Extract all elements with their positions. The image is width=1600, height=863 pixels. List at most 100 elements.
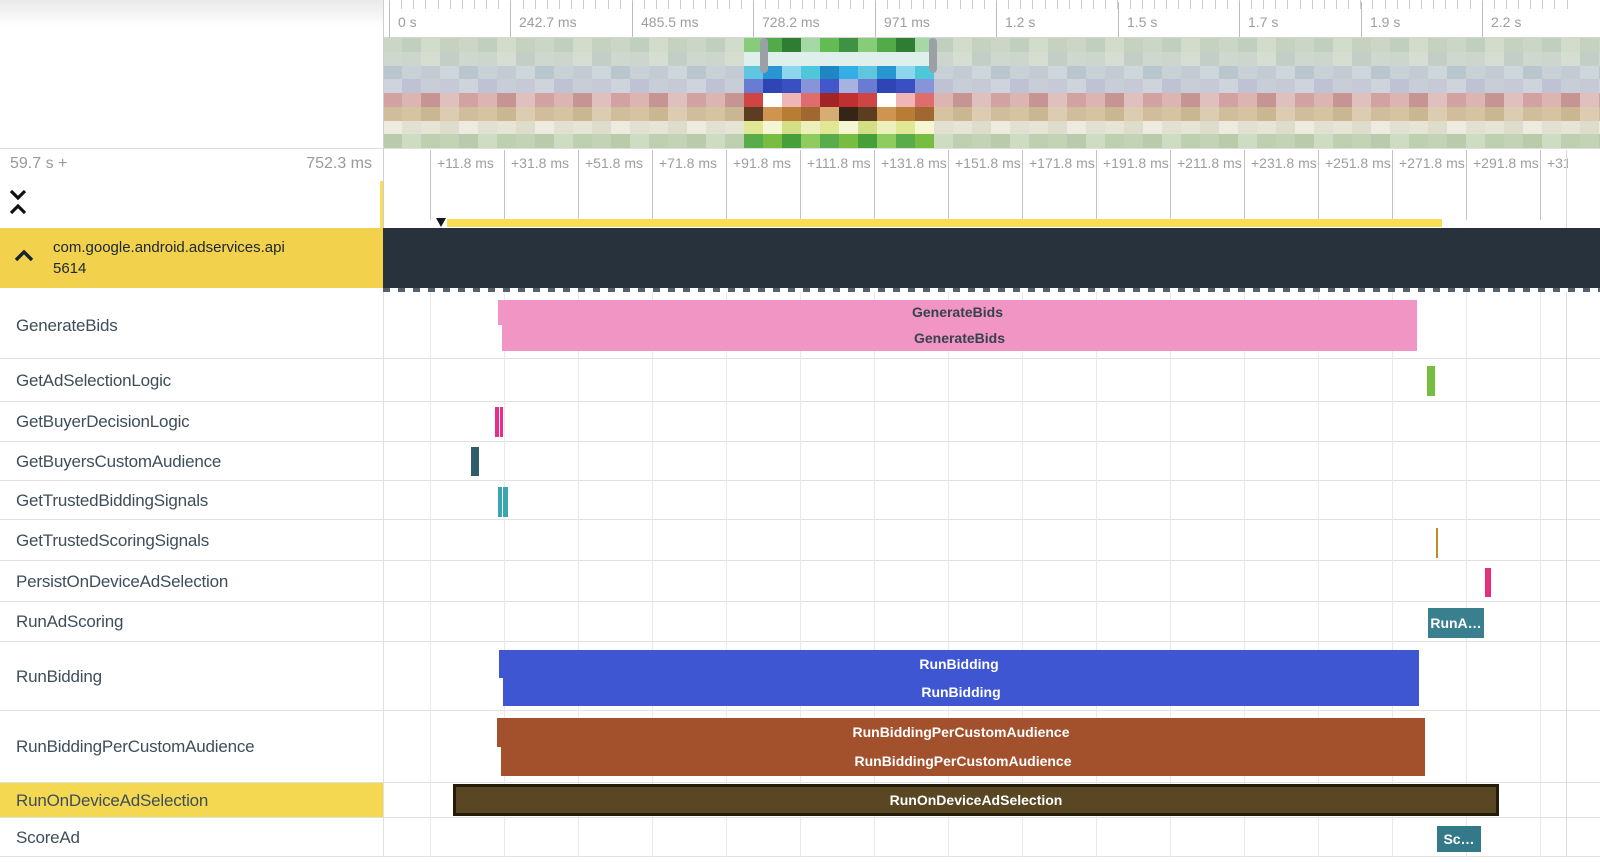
- minimap-cell: [1485, 93, 1504, 107]
- detail-ruler-label: +151.8 ms: [955, 155, 1021, 171]
- bar-scoread[interactable]: Sc…: [1437, 826, 1481, 852]
- minimap-cell: [915, 93, 934, 107]
- minimap-viewport-handle[interactable]: [929, 38, 937, 73]
- bar-gettrustedbiddingsignals[interactable]: [503, 487, 508, 517]
- top-ruler-minor-tick: [1153, 0, 1155, 9]
- minimap-cell: [1162, 120, 1181, 135]
- minimap-cell: [839, 38, 858, 52]
- minimap-cell: [1485, 38, 1504, 52]
- minimap-cell: [1561, 106, 1580, 121]
- process-header[interactable]: com.google.android.adservices.api 5614: [0, 228, 383, 288]
- minimap-cell: [1143, 51, 1162, 66]
- minimap-cell: [1333, 51, 1352, 66]
- top-ruler-minor-tick: [1518, 0, 1519, 9]
- bar-runbiddingpercustomaudience[interactable]: RunBiddingPerCustomAudience: [501, 747, 1425, 776]
- collapse-down-icon[interactable]: [8, 188, 28, 206]
- track-label-gettrustedbiddingsignals[interactable]: GetTrustedBiddingSignals: [16, 491, 209, 510]
- minimap-cell: [1143, 93, 1162, 107]
- minimap-cell: [1485, 106, 1504, 121]
- minimap-cell: [1428, 106, 1447, 121]
- track-label-getbuyerscustomaudience[interactable]: GetBuyersCustomAudience: [16, 452, 222, 471]
- minimap-cell: [440, 134, 459, 149]
- minimap-cell: [1580, 65, 1599, 80]
- minimap-cell: [953, 38, 972, 52]
- bar-runbidding[interactable]: RunBidding: [503, 678, 1419, 706]
- bar-runbidding[interactable]: RunBidding: [499, 650, 1419, 678]
- process-collapse-icon[interactable]: [13, 249, 35, 268]
- minimap-cell: [915, 120, 934, 135]
- track-label-getadselectionlogic[interactable]: GetAdSelectionLogic: [16, 371, 171, 390]
- gridline: [578, 292, 579, 857]
- minimap-cell: [1010, 65, 1029, 80]
- bar-runondeviceadselection[interactable]: RunOnDeviceAdSelection: [453, 784, 1499, 816]
- top-ruler-minor-tick: [959, 0, 961, 9]
- minimap-cell: [801, 106, 820, 121]
- top-ruler-minor-tick: [765, 0, 767, 9]
- minimap-cell: [1428, 120, 1447, 135]
- minimap-cell: [1504, 134, 1523, 149]
- bar-gettrustedscoringsignals[interactable]: [1436, 528, 1438, 558]
- minimap-cell: [1010, 51, 1029, 66]
- bar-runbiddingpercustomaudience[interactable]: RunBiddingPerCustomAudience: [497, 718, 1425, 747]
- bar-gettrustedbiddingsignals[interactable]: [498, 487, 502, 517]
- track-label-runadscoring[interactable]: RunAdScoring: [16, 612, 124, 631]
- minimap-cell: [1542, 79, 1561, 94]
- bar-persistondeviceadselection[interactable]: [1485, 568, 1491, 597]
- minimap-cell: [1105, 38, 1124, 52]
- top-ruler-label: 485.5 ms: [641, 14, 699, 30]
- bar-getbuyerscustomaudience[interactable]: [471, 447, 479, 476]
- bar-runadscoring[interactable]: RunA…: [1428, 608, 1484, 638]
- bar-getbuyerdecisionlogic[interactable]: [500, 407, 503, 437]
- top-ruler-minor-tick: [1396, 0, 1398, 9]
- detail-ruler-label: +11.8 ms: [437, 155, 494, 171]
- minimap-cell: [516, 106, 535, 121]
- track-label-getbuyerdecisionlogic[interactable]: GetBuyerDecisionLogic: [16, 412, 190, 431]
- top-ruler-minor-tick: [692, 0, 694, 9]
- minimap-cell: [1428, 79, 1447, 94]
- track-label-runbidding[interactable]: RunBidding: [16, 667, 102, 686]
- track-label-generatebids[interactable]: GenerateBids: [16, 316, 118, 335]
- ruler-selection-bar[interactable]: [447, 219, 1442, 227]
- bar-generatebids[interactable]: GenerateBids: [498, 300, 1417, 325]
- minimap-cell: [402, 65, 421, 80]
- track-label-persistondeviceadselection[interactable]: PersistOnDeviceAdSelection: [16, 572, 229, 591]
- minimap-cell: [839, 51, 858, 66]
- minimap-cell: [1371, 120, 1390, 135]
- minimap-cell: [421, 65, 440, 80]
- minimap-cell: [440, 93, 459, 107]
- top-ruler-minor-tick: [850, 0, 852, 9]
- bar-generatebids[interactable]: GenerateBids: [502, 325, 1417, 351]
- top-ruler-minor-tick: [862, 0, 864, 9]
- minimap-cell: [1086, 120, 1105, 135]
- track-label-scoread[interactable]: ScoreAd: [16, 828, 80, 847]
- minimap-cell: [1200, 120, 1219, 135]
- minimap-cell: [402, 134, 421, 149]
- bar-getadselectionlogic[interactable]: [1427, 366, 1435, 396]
- detail-ruler-label: +271.8 ms: [1399, 155, 1465, 171]
- minimap-cell: [744, 38, 763, 52]
- minimap-cell: [497, 38, 516, 52]
- minimap-viewport-handle[interactable]: [760, 38, 768, 73]
- minimap-cell: [1352, 106, 1371, 121]
- minimap-cell: [1219, 51, 1238, 66]
- collapse-up-icon[interactable]: [8, 203, 28, 221]
- minimap-cell: [1124, 79, 1143, 94]
- minimap-cell: [649, 51, 668, 66]
- minimap-cell: [1580, 79, 1599, 94]
- minimap-cell: [1238, 38, 1257, 52]
- top-ruler-tick: [1482, 2, 1483, 38]
- top-ruler-minor-tick: [1275, 0, 1277, 9]
- minimap-cell: [478, 65, 497, 80]
- minimap-cell: [1561, 79, 1580, 94]
- track-label-runbiddingpercustomaudience[interactable]: RunBiddingPerCustomAudience: [16, 737, 255, 756]
- track-label-gettrustedscoringsignals[interactable]: GetTrustedScoringSignals: [16, 531, 209, 550]
- minimap-cell: [611, 134, 630, 149]
- minimap-cell: [1409, 79, 1428, 94]
- bar-getbuyerdecisionlogic[interactable]: [495, 407, 499, 437]
- track-label-runondeviceadselection[interactable]: RunOnDeviceAdSelection: [16, 791, 209, 810]
- minimap-cell: [516, 93, 535, 107]
- minimap-cell: [877, 79, 896, 94]
- minimap-cell: [535, 106, 554, 121]
- detail-ruler-label: +191.8 ms: [1103, 155, 1169, 171]
- top-ruler-minor-tick: [1263, 0, 1265, 9]
